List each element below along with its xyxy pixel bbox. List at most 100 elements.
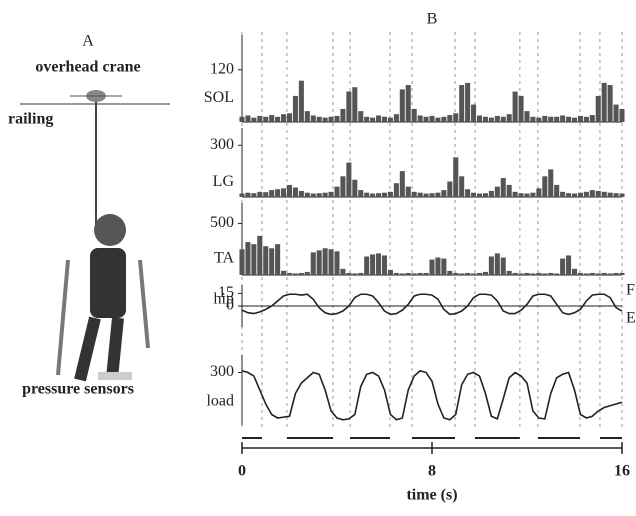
emg-bar: [328, 191, 334, 197]
emg-bar: [328, 116, 334, 122]
emg-bar: [453, 113, 459, 122]
emg-bar: [607, 273, 613, 275]
trace-label: SOL: [204, 89, 234, 106]
emg-bar: [613, 104, 619, 122]
crane-label: overhead crane: [35, 59, 140, 76]
emg-bar: [393, 183, 399, 197]
emg-bar: [601, 191, 607, 197]
emg-bar: [387, 117, 393, 122]
emg-bar: [482, 116, 488, 122]
emg-bar: [346, 272, 352, 275]
emg-bar: [263, 192, 269, 197]
emg-bar: [364, 256, 370, 275]
emg-bar: [476, 272, 483, 275]
emg-bar: [269, 115, 275, 122]
emg-bar: [298, 80, 304, 122]
emg-bar: [542, 273, 548, 275]
emg-bar: [245, 242, 251, 275]
emg-bar: [589, 272, 595, 275]
emg-bar: [376, 115, 382, 122]
emg-bar: [269, 190, 275, 197]
emg-bar: [411, 108, 417, 122]
emg-bar: [251, 117, 257, 122]
emg-bar: [245, 192, 251, 197]
emg-bar: [381, 192, 388, 197]
emg-bar: [548, 272, 554, 275]
emg-bar: [512, 191, 518, 197]
emg-bar: [405, 186, 411, 197]
emg-bar: [411, 273, 417, 275]
trace-label: TA: [214, 250, 234, 267]
emg-bar: [423, 272, 429, 275]
emg-bar: [298, 272, 304, 275]
emg-bar: [310, 115, 316, 122]
emg-bar: [310, 252, 316, 275]
emg-bar: [286, 113, 293, 122]
emg-bar: [417, 115, 423, 122]
emg-bar: [500, 116, 506, 122]
emg-bar: [381, 116, 388, 122]
emg-bar: [589, 190, 595, 197]
crutches: [56, 259, 150, 376]
emg-bar: [340, 268, 346, 275]
emg-bar: [459, 273, 465, 275]
emg-bar: [304, 192, 310, 197]
emg-bar: [316, 116, 322, 122]
emg-bar: [471, 192, 477, 197]
emg-bar: [613, 193, 619, 197]
emg-bar: [536, 188, 542, 197]
emg-bar: [352, 179, 358, 197]
emg-bar: [399, 171, 405, 197]
emg-bar: [447, 115, 453, 122]
emg-bar: [494, 186, 500, 197]
annotation: F: [626, 282, 635, 299]
emg-bar: [275, 189, 281, 197]
trace-label: LG: [213, 173, 235, 190]
emg-bar: [328, 249, 334, 275]
emg-bar: [441, 190, 447, 197]
emg-bar: [447, 181, 453, 197]
emg-bar: [322, 248, 328, 275]
trace-label: load: [206, 393, 234, 410]
emg-bar: [571, 117, 578, 122]
sensors-label: pressure sensors: [22, 381, 134, 398]
emg-bar: [536, 272, 542, 275]
x-tick-label: 16: [614, 463, 630, 480]
emg-bar: [435, 192, 441, 197]
emg-bar: [476, 115, 483, 122]
emg-bar: [619, 272, 625, 275]
emg-bar: [441, 258, 447, 275]
emg-bar: [441, 116, 447, 122]
emg-bar: [465, 82, 471, 122]
emg-bar: [352, 273, 358, 275]
emg-bar: [595, 190, 601, 197]
torso: [90, 248, 126, 318]
emg-bar: [257, 191, 263, 197]
emg-bar: [387, 269, 393, 275]
emg-bar: [429, 115, 435, 122]
emg-bar: [429, 193, 435, 197]
x-tick-label: 0: [238, 463, 246, 480]
emg-bar: [405, 85, 411, 122]
emg-bar: [500, 257, 506, 275]
emg-bar: [322, 192, 328, 197]
emg-bar: [239, 193, 245, 197]
panel-label: B: [427, 11, 438, 28]
emg-bar: [488, 256, 494, 275]
annotation: E: [626, 310, 636, 327]
trace: [241, 293, 623, 316]
emg-bar: [316, 193, 322, 197]
emg-bar: [340, 176, 346, 197]
railing-label: railing: [8, 111, 53, 128]
emg-bar: [577, 272, 583, 275]
emg-bar: [530, 192, 536, 197]
emg-bar: [619, 108, 625, 122]
legs: [74, 316, 124, 382]
y-tick-label: 300: [210, 363, 234, 380]
emg-bar: [322, 117, 328, 122]
emg-bar: [524, 272, 530, 275]
y-tick-label: 0: [226, 297, 234, 314]
emg-bar: [530, 116, 536, 122]
emg-bar: [500, 178, 506, 197]
